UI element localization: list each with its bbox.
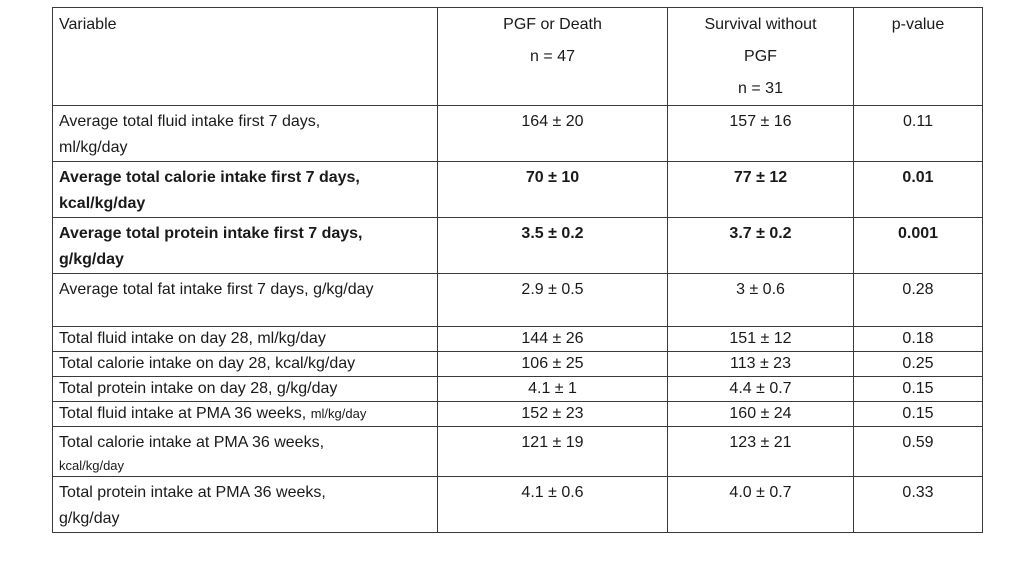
header-survival-line1: Survival without <box>704 16 817 33</box>
row-label: Average total calorie intake first 7 day… <box>52 161 438 218</box>
table-row: Total fluid intake on day 28, ml/kg/day … <box>52 326 983 352</box>
row-p-value: 0.15 <box>853 376 983 402</box>
row-label: Total fluid intake on day 28, ml/kg/day <box>52 326 438 352</box>
row-label: Total calorie intake at PMA 36 weeks, kc… <box>52 426 438 477</box>
row-value-pgf: 4.1 ± 1 <box>437 376 668 402</box>
row-value-survival: 4.4 ± 0.7 <box>667 376 854 402</box>
row-value-survival: 151 ± 12 <box>667 326 854 352</box>
header-p-value: p-value <box>853 7 983 106</box>
row-value-survival: 123 ± 21 <box>667 426 854 477</box>
table-row: Total protein intake on day 28, g/kg/day… <box>52 376 983 402</box>
row-value-pgf: 106 ± 25 <box>437 351 668 377</box>
row-label: Average total protein intake first 7 day… <box>52 217 438 274</box>
table-row: Average total fluid intake first 7 days,… <box>52 105 983 162</box>
row-value-survival: 113 ± 23 <box>667 351 854 377</box>
row-p-value: 0.15 <box>853 401 983 427</box>
row-label: Total protein intake at PMA 36 weeks, g/… <box>52 476 438 533</box>
header-pgf-or-death-line1: PGF or Death <box>503 16 602 33</box>
row-label: Total calorie intake on day 28, kcal/kg/… <box>52 351 438 377</box>
row-p-value: 0.25 <box>853 351 983 377</box>
table-row: Average total fat intake first 7 days, g… <box>52 273 983 327</box>
row-value-survival: 77 ± 12 <box>667 161 854 218</box>
row-value-survival: 160 ± 24 <box>667 401 854 427</box>
row-value-survival: 157 ± 16 <box>667 105 854 162</box>
row-value-pgf: 152 ± 23 <box>437 401 668 427</box>
table-row: Total calorie intake on day 28, kcal/kg/… <box>52 351 983 377</box>
row-label-text: Average total fat intake first 7 days, g… <box>59 281 374 298</box>
row-value-pgf: 4.1 ± 0.6 <box>437 476 668 533</box>
row-label-text: Total fluid intake at PMA 36 weeks, <box>59 405 307 422</box>
row-value-survival: 4.0 ± 0.7 <box>667 476 854 533</box>
row-label-unit: ml/kg/day <box>310 406 367 421</box>
row-p-value: 0.01 <box>853 161 983 218</box>
row-label-unit: kcal/kg/day <box>59 195 146 212</box>
row-p-value: 0.59 <box>853 426 983 477</box>
row-p-value: 0.11 <box>853 105 983 162</box>
header-pgf-or-death-line2: n = 47 <box>530 48 575 65</box>
row-label-unit: g/kg/day <box>59 251 124 268</box>
row-label-text: Average total calorie intake first 7 day… <box>59 169 360 186</box>
row-label-unit: kcal/kg/day <box>59 458 125 473</box>
row-value-survival: 3 ± 0.6 <box>667 273 854 327</box>
row-p-value: 0.18 <box>853 326 983 352</box>
header-survival-without-pgf: Survival without PGF n = 31 <box>667 7 854 106</box>
row-label-text: Total protein intake at PMA 36 weeks, <box>59 484 326 501</box>
table-header-row: Variable PGF or Death n = 47 Survival wi… <box>52 7 983 106</box>
intake-comparison-table: Variable PGF or Death n = 47 Survival wi… <box>52 7 983 533</box>
header-survival-line3: n = 31 <box>738 80 783 97</box>
row-label-text: Average total protein intake first 7 day… <box>59 225 363 242</box>
row-p-value: 0.001 <box>853 217 983 274</box>
table-row: Total protein intake at PMA 36 weeks, g/… <box>52 476 983 533</box>
row-value-survival: 3.7 ± 0.2 <box>667 217 854 274</box>
row-p-value: 0.28 <box>853 273 983 327</box>
table-row: Total fluid intake at PMA 36 weeks, ml/k… <box>52 401 983 427</box>
header-pgf-or-death: PGF or Death n = 47 <box>437 7 668 106</box>
row-label: Total fluid intake at PMA 36 weeks, ml/k… <box>52 401 438 427</box>
row-label-unit: ml/kg/day <box>59 139 128 156</box>
row-value-pgf: 144 ± 26 <box>437 326 668 352</box>
row-label: Average total fat intake first 7 days, g… <box>52 273 438 327</box>
row-label: Average total fluid intake first 7 days,… <box>52 105 438 162</box>
row-p-value: 0.33 <box>853 476 983 533</box>
row-label-unit: g/kg/day <box>59 510 120 527</box>
header-variable: Variable <box>52 7 438 106</box>
row-label-text: Total calorie intake at PMA 36 weeks, <box>59 434 325 451</box>
row-value-pgf: 2.9 ± 0.5 <box>437 273 668 327</box>
table-row: Total calorie intake at PMA 36 weeks, kc… <box>52 426 983 477</box>
row-value-pgf: 70 ± 10 <box>437 161 668 218</box>
row-value-pgf: 164 ± 20 <box>437 105 668 162</box>
row-label: Total protein intake on day 28, g/kg/day <box>52 376 438 402</box>
row-value-pgf: 121 ± 19 <box>437 426 668 477</box>
table-row: Average total calorie intake first 7 day… <box>52 161 983 218</box>
header-survival-line2: PGF <box>744 48 777 65</box>
table-row: Average total protein intake first 7 day… <box>52 217 983 274</box>
row-label-text: Average total fluid intake first 7 days, <box>59 113 321 130</box>
row-value-pgf: 3.5 ± 0.2 <box>437 217 668 274</box>
